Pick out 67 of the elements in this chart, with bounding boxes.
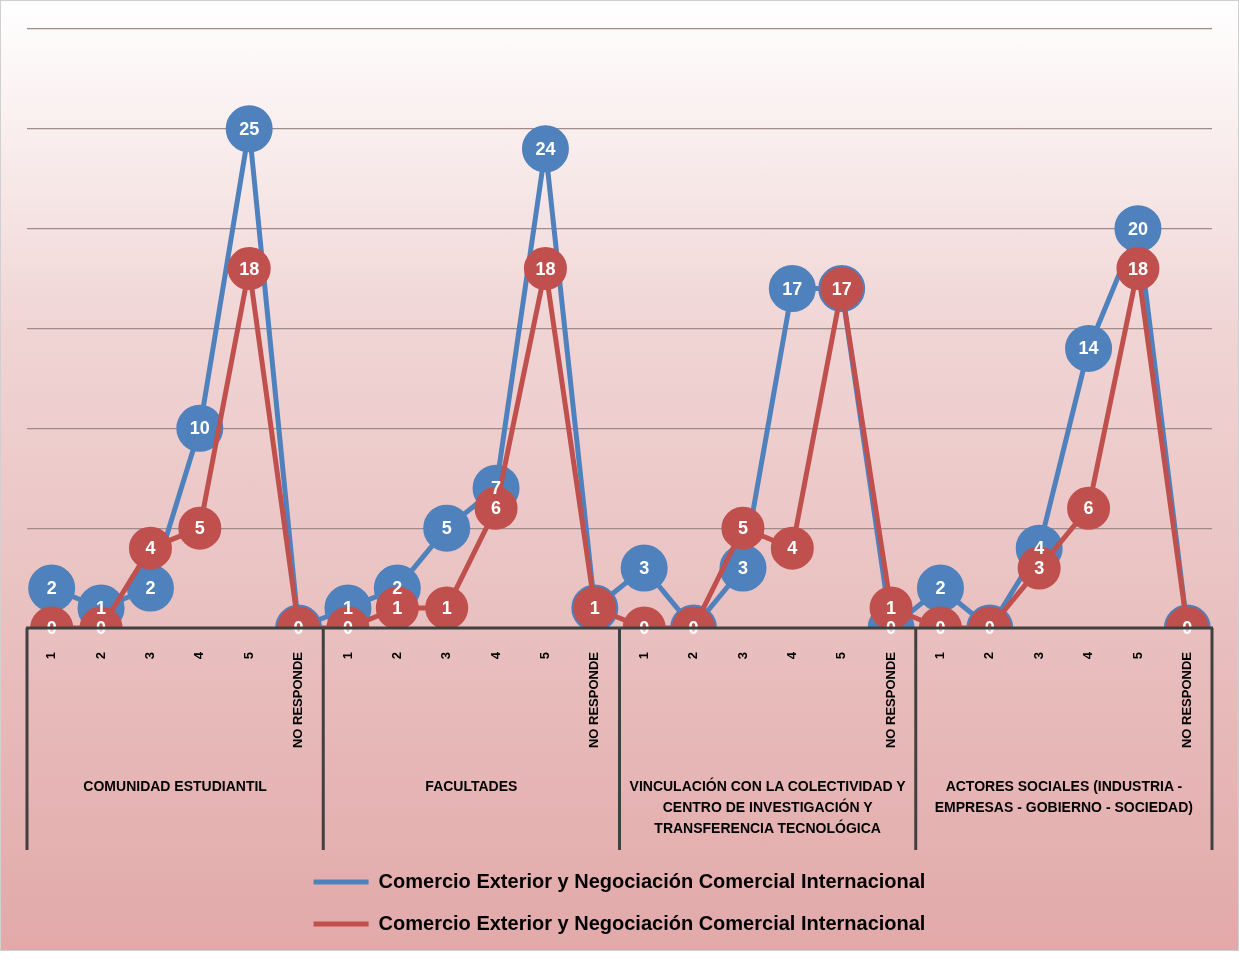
data-label: 1 [886,598,897,618]
data-label: 10 [189,418,210,439]
point [721,506,765,550]
x-tick-label: 2 [388,652,404,660]
point [178,506,222,550]
point [770,526,814,570]
x-tick-label: 1 [635,652,651,660]
data-label: 2 [145,578,156,599]
x-tick-label: 1 [43,652,59,660]
data-label: 24 [535,138,556,159]
x-tick-label: 2 [981,652,997,660]
x-tick-label: 5 [240,652,256,660]
data-label: 6 [491,498,502,519]
data-label: 1 [392,598,403,618]
text: FACULTADES [425,777,518,794]
text: ACTORES SOCIALES (INDUSTRIA - EMPRESAS - GOBIERNO - SOCIEDAD) [934,777,1193,815]
data-label: 5 [194,518,205,539]
point [128,526,172,570]
x-tick-label: NO RESPONDE [586,651,602,749]
text: COMUNIDAD ESTUDIANTIL [83,777,268,794]
data-label: 20 [1127,218,1148,239]
point [620,544,668,592]
data-label: 18 [1127,258,1148,279]
data-label: 14 [1078,338,1099,359]
data-label: 18 [239,258,260,279]
x-tick-label: NO RESPONDE [290,651,306,749]
data-label: 4 [145,538,156,559]
data-label: 5 [441,518,452,539]
text: VINCULACIÓN CON LA COLECTIVIDAD Y CENTRO DE INVESTIGACIÓN Y TRANSFERENCIA TECNOLÓGICA [629,776,907,836]
data-label: 1 [441,598,452,618]
data-label: 2 [46,578,57,599]
x-tick-label: 3 [438,652,454,660]
data-label: 3 [1034,558,1045,579]
point [423,504,471,552]
legend-label: Comercio Exterior y Negociación Comercial Internacional [378,869,926,892]
legend-label: Comercio Exterior y Negociación Comercial Internacional [378,911,926,934]
x-tick-label: 4 [1080,651,1096,660]
x-tick-label: 4 [191,651,207,660]
data-label: 3 [639,558,650,579]
x-tick-label: 3 [1030,652,1046,660]
x-tick-label: 2 [685,652,701,660]
x-tick-label: 5 [1129,652,1145,660]
data-label: 17 [782,278,803,299]
data-label: 17 [831,278,852,299]
x-tick-label: 1 [932,652,948,660]
data-label: 4 [787,538,798,559]
data-label: 25 [239,118,260,139]
data-label: 2 [935,578,946,599]
data-label: 18 [535,258,556,279]
x-tick-label: 3 [142,652,158,660]
x-tick-label: 5 [537,652,553,660]
data-label: 5 [737,518,748,539]
point [1067,486,1111,530]
x-tick-label: 1 [339,652,355,660]
point [28,564,76,612]
x-tick-label: 5 [833,652,849,660]
x-tick-label: NO RESPONDE [882,651,898,749]
x-tick-label: 4 [487,651,503,660]
data-label: 1 [589,598,600,618]
x-tick-label: NO RESPONDE [1178,651,1194,749]
point [916,564,964,612]
x-tick-label: 3 [734,652,750,660]
point [425,586,469,628]
x-tick-label: 4 [783,651,799,660]
x-tick-label: 2 [92,652,108,660]
data-label: 6 [1083,498,1094,519]
data-label: 3 [737,558,748,579]
